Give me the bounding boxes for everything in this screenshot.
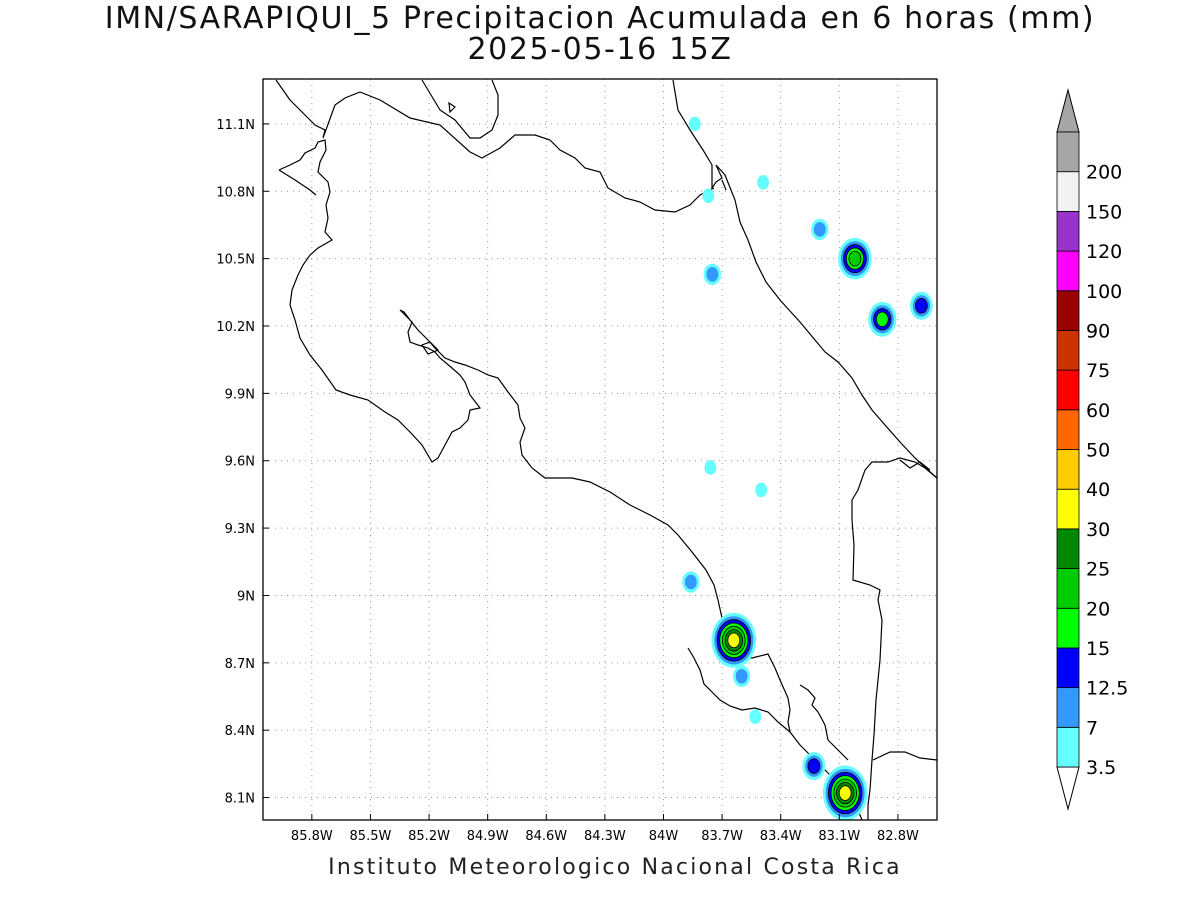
lat-tick-label: 8.4N [225, 724, 255, 739]
precip-cell [682, 571, 700, 593]
legend-label: 25 [1086, 559, 1110, 581]
precip-cell [703, 263, 722, 286]
lon-tick-label: 83.1W [818, 829, 860, 844]
legend-label: 120 [1086, 241, 1122, 263]
legend-label: 60 [1086, 400, 1110, 422]
legend-label: 15 [1086, 638, 1110, 660]
legend-swatch [1056, 409, 1080, 450]
precip-cell [822, 765, 868, 820]
legend-label: 75 [1086, 360, 1110, 382]
lon-tick-label: 82.8W [877, 829, 919, 844]
precip-cell [702, 188, 715, 204]
precip-contour [727, 632, 741, 649]
lat-tick-label: 9N [237, 589, 255, 604]
precip-contour [688, 116, 701, 132]
coastline [275, 79, 937, 820]
precip-contour [749, 709, 762, 725]
legend-swatch [1056, 290, 1080, 331]
lat-tick-label: 9.9N [225, 387, 255, 402]
precip-contour [875, 311, 889, 328]
lon-tick-label: 83.7W [701, 829, 743, 844]
precipitation-cells [682, 116, 933, 820]
legend-label: 12.5 [1086, 678, 1128, 700]
precip-contour [807, 758, 821, 774]
precip-cell [811, 218, 829, 241]
precip-contour [757, 174, 770, 190]
precip-cell [802, 752, 826, 781]
legend-swatch [1056, 369, 1080, 411]
precip-cell [749, 709, 762, 725]
legend-arrow-top [1056, 88, 1080, 133]
map-frame [262, 78, 938, 821]
precip-contour [813, 222, 826, 237]
lon-tick-label: 85.5W [350, 829, 392, 844]
legend-label: 30 [1086, 519, 1110, 541]
lon-tick-label: 84.6W [525, 829, 567, 844]
legend-label: 50 [1086, 440, 1110, 462]
precip-contour [704, 460, 717, 475]
lon-tick-label: 83.4W [760, 829, 802, 844]
map-title: IMN/SARAPIQUI_5 Precipitacion Acumulada … [104, 1, 1096, 36]
lat-tick-label: 11.1N [216, 118, 255, 133]
lat-tick-label: 10.8N [216, 185, 255, 200]
map-background [263, 79, 937, 820]
lat-tick-label: 8.7N [225, 657, 255, 672]
precip-contour [706, 267, 719, 282]
legend-label: 20 [1086, 598, 1110, 620]
legend-label: 100 [1086, 281, 1122, 303]
legend-swatch [1056, 488, 1080, 530]
legend-swatch [1056, 210, 1080, 252]
legend-swatch [1056, 647, 1080, 689]
legend-swatch [1056, 250, 1080, 292]
legend-arrow-bottom [1056, 766, 1080, 811]
legend-label: 150 [1086, 201, 1122, 223]
precip-cell [732, 665, 751, 688]
precip-contour [915, 298, 928, 314]
legend-swatch [1056, 726, 1080, 768]
legend-swatch [1056, 528, 1080, 569]
legend-label: 40 [1086, 479, 1110, 501]
precip-contour [838, 785, 852, 801]
lat-tick-label: 9.3N [225, 522, 255, 537]
legend-swatch [1056, 607, 1080, 649]
lon-tick-label: 84W [649, 829, 679, 844]
lon-tick-label: 85.8W [291, 829, 333, 844]
precip-cell [711, 612, 757, 668]
lat-tick-label: 10.2N [216, 320, 255, 335]
legend-label: 3.5 [1086, 757, 1116, 779]
legend-label: 200 [1086, 162, 1122, 184]
map-subtitle: 2025-05-16 15Z [467, 32, 733, 67]
precip-cell [757, 174, 770, 190]
precip-contour [684, 574, 697, 590]
legend-label: 7 [1086, 717, 1098, 739]
precip-contour [755, 482, 768, 498]
lat-tick-label: 8.1N [225, 792, 255, 807]
precip-contour [848, 250, 862, 267]
precip-contour [735, 668, 748, 684]
footer-credit: Instituto Meteorologico Nacional Costa R… [328, 855, 902, 880]
lon-tick-label: 84.3W [584, 829, 626, 844]
legend-swatch [1056, 330, 1080, 371]
map-grid [263, 79, 937, 820]
legend-swatch [1056, 449, 1080, 490]
precip-cell [909, 291, 933, 320]
legend-swatch [1056, 568, 1080, 609]
precip-contour [702, 188, 715, 204]
lon-tick-label: 85.2W [408, 829, 450, 844]
legend-swatch [1056, 171, 1080, 212]
precip-cell [755, 482, 768, 498]
precip-cell [688, 116, 701, 132]
precip-cell [704, 460, 717, 475]
lat-tick-label: 9.6N [225, 455, 255, 470]
legend-swatch [1056, 687, 1080, 728]
precip-cell [868, 301, 897, 337]
precip-cell [838, 237, 872, 280]
lon-tick-label: 84.9W [467, 829, 509, 844]
lat-tick-label: 10.5N [216, 253, 255, 268]
legend-swatch [1056, 131, 1080, 173]
legend-label: 90 [1086, 320, 1110, 342]
map-axes: 85.8W 85.5W 85.2W 84.9W 84.6W 84.3W 84W 83.7W 83… [216, 118, 919, 844]
